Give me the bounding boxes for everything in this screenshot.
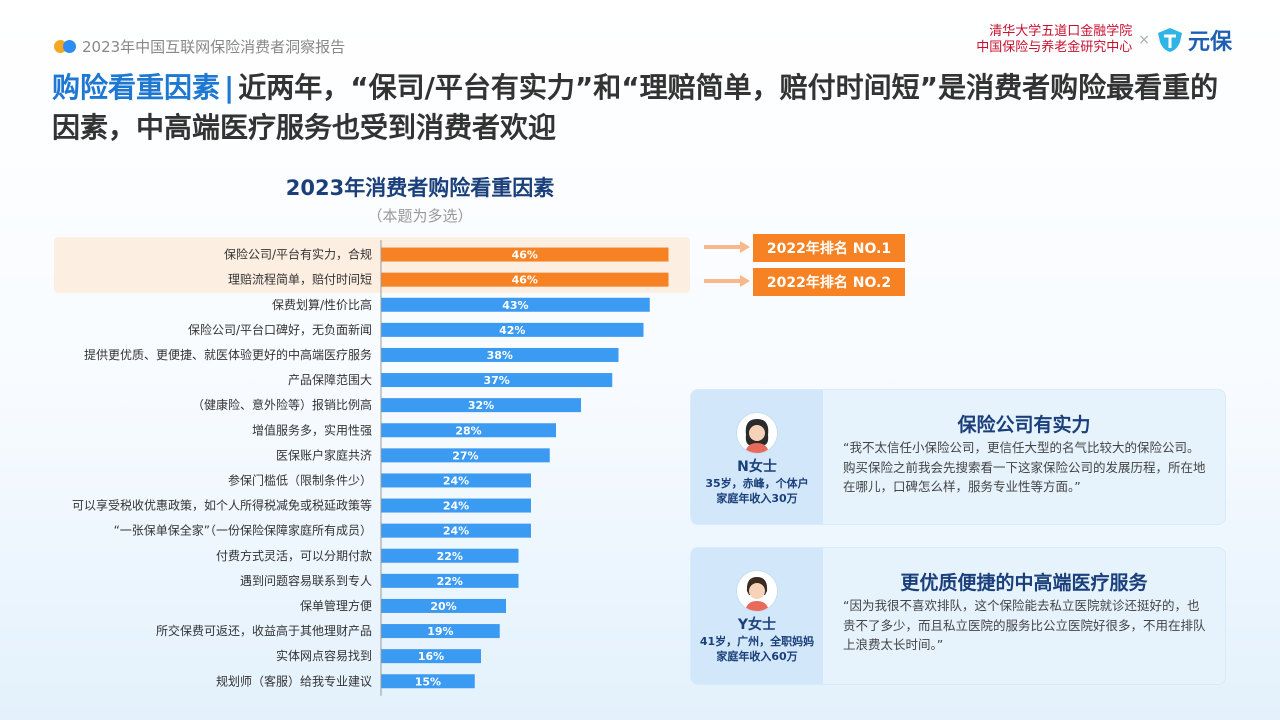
bar-value-label: 27% bbox=[452, 449, 478, 462]
category-label: 保单管理方便 bbox=[300, 598, 372, 613]
brand-bar: 清华大学五道口金融学院 中国保险与养老金研究中心 × 元保 bbox=[976, 24, 1232, 56]
brand-logo: 元保 bbox=[1156, 24, 1232, 56]
persona-name: N女士 bbox=[737, 459, 777, 475]
persona-info: 41岁，广州，全职妈妈 家庭年收入60万 bbox=[700, 634, 814, 664]
bar-value-label: 22% bbox=[437, 575, 463, 588]
bar-value-label: 24% bbox=[443, 500, 469, 513]
bar bbox=[381, 448, 550, 463]
rank-arrow-icon bbox=[704, 275, 750, 287]
bar bbox=[381, 272, 669, 287]
category-label: 增值服务多，实用性强 bbox=[252, 422, 372, 437]
category-label: 保险公司/平台口碑好，无负面新闻 bbox=[188, 322, 372, 337]
persona-info-line: 家庭年收入60万 bbox=[716, 650, 798, 663]
bar bbox=[381, 523, 531, 538]
category-label: 参保门槛低（限制条件少） bbox=[228, 472, 372, 487]
bar-value-label: 42% bbox=[499, 324, 525, 337]
bar bbox=[381, 548, 519, 563]
bar bbox=[381, 297, 650, 312]
bar bbox=[381, 473, 531, 488]
avatar bbox=[736, 412, 778, 454]
bar-value-label: 32% bbox=[468, 399, 494, 412]
category-label: 所交保费可返还，收益高于其他理财产品 bbox=[156, 623, 372, 638]
persona-info-line: 41岁，广州，全职妈妈 bbox=[699, 635, 815, 648]
quote-card-y: Y女士 41岁，广州，全职妈妈 家庭年收入60万 更优质便捷的中高端医疗服务 “… bbox=[690, 547, 1226, 685]
bar-value-label: 20% bbox=[430, 600, 456, 613]
headline-text: 近两年，“保司/平台有实力”和“理赔简单，赔付时间短”是消费者购险最看重的因素，… bbox=[52, 71, 1219, 144]
bar-value-label: 38% bbox=[487, 349, 513, 362]
bar-value-label: 46% bbox=[512, 274, 538, 287]
quote-text: “我不太信任小保险公司，更信任大型的名气比较大的保险公司。购买保险之前我会先搜索… bbox=[843, 440, 1206, 494]
bar-value-label: 15% bbox=[415, 675, 441, 688]
shield-logo-icon bbox=[1157, 28, 1182, 52]
bar-value-label: 19% bbox=[427, 625, 453, 638]
quote-title: 保险公司有实力 bbox=[957, 414, 1091, 436]
bar-value-label: 22% bbox=[437, 550, 463, 563]
rank-badge-no1: 2022年排名 NO.1 bbox=[753, 234, 905, 262]
category-label: 产品保障范围大 bbox=[288, 372, 372, 387]
persona-info: 35岁，赤峰，个体户 家庭年收入30万 bbox=[705, 476, 808, 506]
bar-value-label: 24% bbox=[443, 474, 469, 487]
quote-card-n: N女士 35岁，赤峰，个体户 家庭年收入30万 保险公司有实力 “我不太信任小保… bbox=[690, 389, 1226, 525]
page-headline: 购险看重因素 | 近两年，“保司/平台有实力”和“理赔简单，赔付时间短”是消费者购险… bbox=[52, 68, 1232, 148]
bar bbox=[381, 624, 500, 639]
persona-info-line: 家庭年收入30万 bbox=[716, 492, 798, 505]
bar bbox=[381, 649, 481, 664]
category-label: 可以享受税收优惠政策，如个人所得税减免或税延政策等 bbox=[72, 498, 372, 513]
rank-arrow-icon bbox=[704, 241, 750, 253]
bar bbox=[381, 322, 644, 337]
brand-separator: × bbox=[1138, 32, 1150, 48]
rank-badge-no2: 2022年排名 NO.2 bbox=[753, 268, 905, 296]
report-title: 2023年中国互联网保险消费者洞察报告 bbox=[82, 38, 346, 56]
category-label: 规划师（客服）给我专业建议 bbox=[216, 673, 372, 688]
persona-n: N女士 35岁，赤峰，个体户 家庭年收入30万 bbox=[691, 390, 823, 524]
category-label: 实体网点容易找到 bbox=[276, 648, 372, 663]
bar bbox=[381, 373, 613, 388]
category-label: 理赔流程简单，赔付时间短 bbox=[228, 272, 372, 287]
bar bbox=[381, 598, 506, 613]
category-label: （健康险、意外险等）报销比例高 bbox=[192, 397, 372, 412]
category-label: “一张保单保全家”（一份保险保障家庭所有成员） bbox=[114, 523, 372, 538]
bar-value-label: 43% bbox=[502, 299, 528, 312]
woman-avatar-icon bbox=[745, 419, 769, 453]
bar bbox=[381, 347, 619, 362]
institute-name: 清华大学五道口金融学院 中国保险与养老金研究中心 bbox=[976, 24, 1132, 56]
institute-line-2: 中国保险与养老金研究中心 bbox=[976, 40, 1133, 55]
institute-line-1: 清华大学五道口金融学院 bbox=[989, 24, 1133, 39]
category-label: 付费方式灵活，可以分期付款 bbox=[216, 548, 372, 563]
headline-separator: | bbox=[224, 71, 235, 104]
report-header: 2023年中国互联网保险消费者洞察报告 bbox=[54, 36, 345, 57]
factor-bar-chart: 46% 保险公司/平台有实力，合规 46% 理赔流程简单，赔付时间短 43% 保费划算/性… bbox=[72, 240, 669, 696]
avatar bbox=[736, 570, 778, 612]
bar bbox=[381, 674, 475, 689]
chart-subtitle: （本题为多选） bbox=[367, 207, 473, 225]
quote-text: “因为我很不喜欢排队，这个保险能去私立医院就诊还挺好的，也贵不了多少，而且私立医… bbox=[843, 598, 1206, 652]
bar bbox=[381, 423, 556, 438]
bar-value-label: 46% bbox=[512, 249, 538, 262]
bar bbox=[381, 573, 519, 588]
headline-topic: 购险看重因素 bbox=[52, 71, 221, 104]
category-label: 提供更优质、更便捷、就医体验更好的中高端医疗服务 bbox=[84, 347, 372, 362]
report-dots-icon bbox=[54, 40, 76, 53]
category-label: 遇到问题容易联系到专人 bbox=[240, 573, 372, 588]
bar bbox=[381, 247, 669, 262]
persona-info-line: 35岁，赤峰，个体户 bbox=[705, 477, 809, 490]
persona-y: Y女士 41岁，广州，全职妈妈 家庭年收入60万 bbox=[691, 548, 823, 684]
bar bbox=[381, 498, 531, 513]
bar bbox=[381, 398, 581, 413]
persona-name: Y女士 bbox=[737, 617, 777, 633]
category-label: 医保账户家庭共济 bbox=[276, 447, 372, 462]
bar-value-label: 16% bbox=[418, 650, 444, 663]
category-label: 保险公司/平台有实力，合规 bbox=[224, 247, 372, 262]
bar-value-label: 28% bbox=[455, 424, 481, 437]
woman-avatar-icon bbox=[745, 577, 769, 611]
quote-title: 更优质便捷的中高端医疗服务 bbox=[900, 572, 1148, 594]
category-label: 保费划算/性价比高 bbox=[272, 297, 372, 312]
brand-name: 元保 bbox=[1187, 30, 1232, 55]
bar-value-label: 24% bbox=[443, 525, 469, 538]
chart-title: 2023年消费者购险看重因素 bbox=[285, 176, 555, 200]
bar-value-label: 37% bbox=[483, 374, 509, 387]
